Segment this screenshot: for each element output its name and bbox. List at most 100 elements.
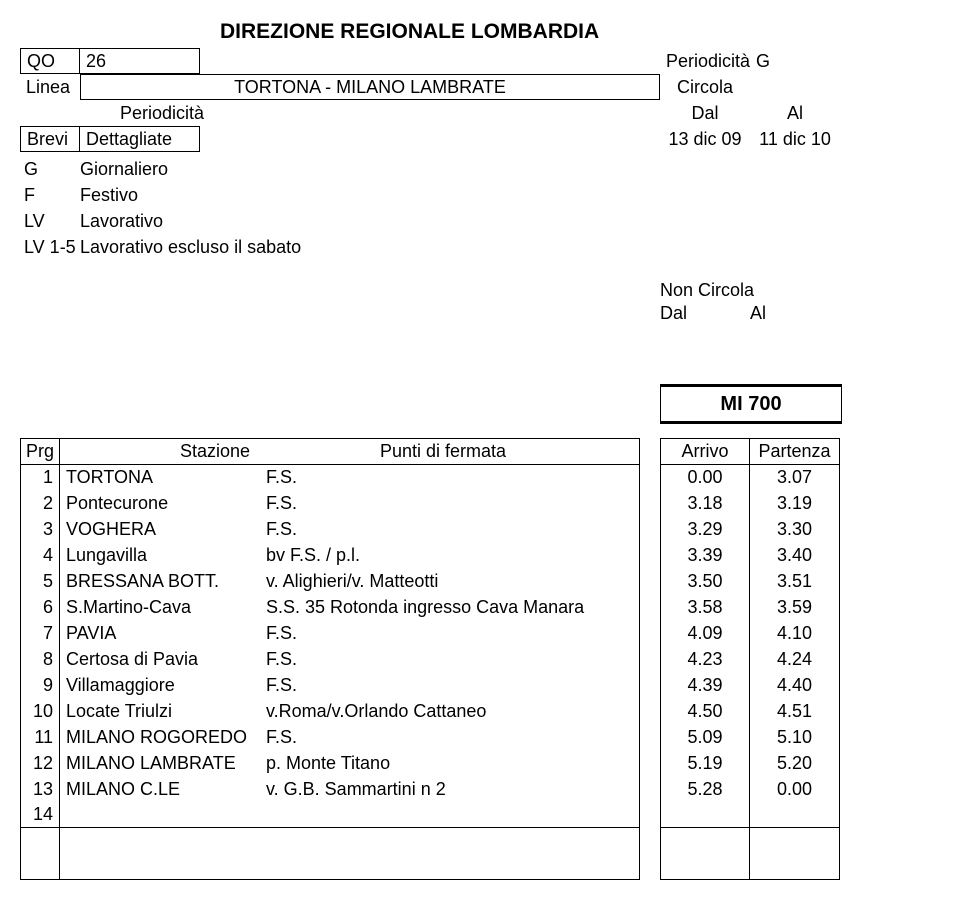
spacer — [20, 854, 60, 880]
header-block: QO 26 Periodicità G Linea TORTONA - MILA… — [20, 48, 940, 152]
col-arrivo: 3.18 — [660, 490, 750, 516]
spacer — [840, 126, 930, 152]
qo-label: QO — [20, 48, 80, 74]
periodicita-value: G — [750, 48, 840, 74]
periodicita2-label: Periodicità — [80, 100, 660, 126]
table-row-empty — [20, 828, 940, 854]
col-stazione: TORTONA — [60, 464, 260, 490]
spacer — [640, 516, 660, 542]
spacer — [640, 464, 660, 490]
th-stazione-punti: Stazione Punti di fermata — [60, 438, 640, 465]
th-arrivo: Arrivo — [660, 438, 750, 465]
col-partenza: 3.07 — [750, 464, 840, 490]
linea-value: TORTONA - MILANO LAMBRATE — [80, 74, 660, 100]
spacer — [260, 828, 640, 854]
table-row: 3VOGHERAF.S.3.293.30 — [20, 516, 940, 542]
col-punti: v. Alighieri/v. Matteotti — [260, 568, 640, 594]
legend-row: GGiornaliero — [20, 156, 940, 182]
col-partenza: 3.40 — [750, 542, 840, 568]
col-arrivo: 3.50 — [660, 568, 750, 594]
col-arrivo: 5.09 — [660, 724, 750, 750]
col-partenza: 4.24 — [750, 646, 840, 672]
col-stazione: BRESSANA BOTT. — [60, 568, 260, 594]
spacer — [660, 854, 750, 880]
spacer — [640, 620, 660, 646]
col-prg: 12 — [20, 750, 60, 776]
col-prg: 5 — [20, 568, 60, 594]
col-partenza: 3.30 — [750, 516, 840, 542]
spacer — [260, 854, 640, 880]
col-prg: 2 — [20, 490, 60, 516]
col-arrivo: 4.50 — [660, 698, 750, 724]
noncircola-dal: Dal — [660, 303, 750, 324]
spacer — [840, 48, 930, 74]
col-arrivo: 5.28 — [660, 776, 750, 802]
spacer — [840, 100, 930, 126]
col-punti: bv F.S. / p.l. — [260, 542, 640, 568]
table-row: 4Lungavillabv F.S. / p.l.3.393.40 — [20, 542, 940, 568]
spacer — [840, 74, 930, 100]
col-arrivo: 4.39 — [660, 672, 750, 698]
col-punti: F.S. — [260, 620, 640, 646]
col-partenza: 5.20 — [750, 750, 840, 776]
col-punti: F.S. — [260, 464, 640, 490]
dettagliate-label: Dettagliate — [80, 126, 200, 152]
table-row: 11MILANO ROGOREDOF.S.5.095.10 — [20, 724, 940, 750]
spacer — [640, 750, 660, 776]
table-row: 7PAVIAF.S.4.094.10 — [20, 620, 940, 646]
date-from: 13 dic 09 — [660, 126, 750, 152]
spacer — [640, 646, 660, 672]
qo-value: 26 — [80, 48, 200, 74]
legend-value: Festivo — [80, 185, 580, 206]
th-prg: Prg — [20, 438, 60, 465]
noncircola-block: Non Circola Dal Al — [660, 280, 940, 324]
spacer — [640, 568, 660, 594]
spacer — [640, 854, 660, 880]
col-punti: F.S. — [260, 516, 640, 542]
col-prg: 6 — [20, 594, 60, 620]
col-prg: 8 — [20, 646, 60, 672]
col-prg: 4 — [20, 542, 60, 568]
table-row: 5BRESSANA BOTT.v. Alighieri/v. Matteotti… — [20, 568, 940, 594]
table-row: 2PontecuroneF.S.3.183.19 — [20, 490, 940, 516]
col-stazione: PAVIA — [60, 620, 260, 646]
legend-key: G — [20, 159, 80, 180]
legend-block: GGiornalieroFFestivoLVLavorativoLV 1-5La… — [20, 156, 940, 260]
col-arrivo: 3.58 — [660, 594, 750, 620]
spacer — [200, 48, 660, 74]
spacer — [640, 698, 660, 724]
col-stazione: Lungavilla — [60, 542, 260, 568]
spacer — [640, 594, 660, 620]
date-to: 11 dic 10 — [750, 126, 840, 152]
table-row: 8Certosa di PaviaF.S.4.234.24 — [20, 646, 940, 672]
col-prg: 11 — [20, 724, 60, 750]
spacer — [750, 854, 840, 880]
table-row: 13MILANO C.LEv. G.B. Sammartini n 25.280… — [20, 776, 940, 802]
timetable: Prg Stazione Punti di fermata Arrivo Par… — [20, 438, 940, 880]
spacer — [640, 672, 660, 698]
spacer — [640, 438, 660, 465]
legend-row: LV 1-5Lavorativo escluso il sabato — [20, 234, 940, 260]
col-prg: 13 — [20, 776, 60, 802]
spacer — [640, 802, 660, 828]
th-partenza: Partenza — [750, 438, 840, 465]
legend-key: LV 1-5 — [20, 237, 80, 258]
col-stazione: Certosa di Pavia — [60, 646, 260, 672]
legend-key: F — [20, 185, 80, 206]
th-stazione: Stazione — [180, 441, 380, 462]
noncircola-al: Al — [750, 303, 840, 324]
col-partenza: 4.40 — [750, 672, 840, 698]
noncircola-label: Non Circola — [660, 280, 940, 301]
page-title: DIREZIONE REGIONALE LOMBARDIA — [220, 20, 940, 44]
col-arrivo — [660, 802, 750, 828]
col-partenza: 3.59 — [750, 594, 840, 620]
spacer — [640, 776, 660, 802]
linea-label: Linea — [20, 74, 80, 100]
circola-label: Circola — [660, 74, 750, 100]
legend-value: Lavorativo — [80, 211, 580, 232]
col-partenza: 4.51 — [750, 698, 840, 724]
col-partenza: 0.00 — [750, 776, 840, 802]
col-stazione: VOGHERA — [60, 516, 260, 542]
col-partenza: 3.19 — [750, 490, 840, 516]
col-stazione: MILANO C.LE — [60, 776, 260, 802]
